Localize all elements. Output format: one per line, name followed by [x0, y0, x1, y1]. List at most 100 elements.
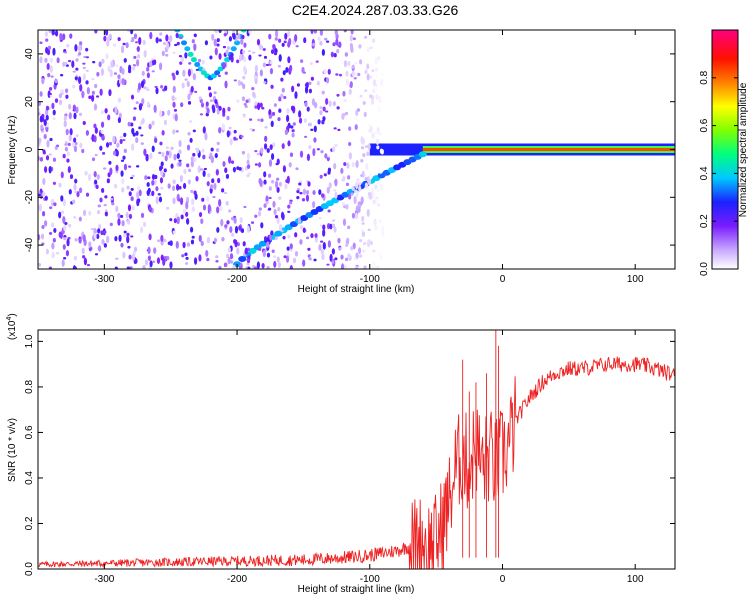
noise-blob	[123, 58, 127, 63]
noise-blob	[206, 236, 211, 244]
noise-blob	[246, 174, 250, 178]
noise-blob	[359, 94, 363, 98]
noise-blob	[186, 218, 190, 225]
noise-blob	[68, 134, 72, 142]
noise-blob	[356, 108, 361, 112]
noise-blob	[132, 65, 136, 71]
noise-blob	[185, 211, 189, 217]
noise-blob	[55, 251, 60, 255]
noise-blob	[378, 95, 382, 103]
noise-blob	[151, 179, 155, 186]
noise-blob	[298, 110, 302, 118]
noise-blob	[237, 33, 241, 40]
noise-blob	[178, 159, 182, 162]
noise-blob	[364, 35, 368, 39]
noise-blob	[54, 98, 59, 103]
noise-blob	[308, 88, 313, 94]
noise-blob	[347, 175, 351, 180]
noise-blob	[41, 77, 45, 85]
noise-blob	[283, 255, 287, 259]
noise-blob	[321, 253, 325, 261]
noise-blob	[332, 146, 336, 153]
noise-blob	[182, 241, 186, 249]
upper-curve-segment	[184, 46, 191, 52]
noise-blob	[121, 68, 125, 75]
noise-blob	[206, 107, 210, 114]
noise-blob	[281, 87, 285, 93]
noise-blob	[52, 181, 56, 185]
noise-blob	[236, 247, 240, 255]
noise-blob	[177, 198, 182, 202]
noise-blob	[73, 183, 77, 191]
noise-blob	[319, 224, 323, 227]
noise-blob	[148, 233, 152, 241]
noise-blob	[66, 151, 70, 157]
noise-blob	[117, 97, 122, 103]
upper-curve-segment	[240, 30, 247, 33]
noise-blob	[86, 87, 90, 95]
noise-blob	[219, 206, 223, 211]
noise-blob	[308, 122, 312, 127]
noise-blob	[352, 37, 356, 41]
converging-line-segment	[238, 255, 247, 262]
noise-blob	[231, 232, 235, 237]
noise-blob	[109, 69, 113, 78]
noise-blob	[51, 242, 55, 250]
x-tick-label: 0	[500, 274, 506, 285]
noise-blob	[44, 57, 48, 63]
noise-blob	[261, 106, 265, 110]
noise-blob	[82, 120, 86, 126]
noise-blob	[214, 47, 218, 56]
noise-blob	[66, 43, 70, 48]
noise-blob	[354, 124, 358, 131]
noise-blob	[216, 226, 220, 233]
noise-blob	[52, 109, 56, 116]
upper-curve-segment	[217, 66, 224, 72]
noise-blob	[369, 125, 373, 133]
noise-blob	[172, 101, 176, 108]
noise-blob	[357, 247, 362, 255]
noise-blob	[200, 168, 204, 171]
noise-blob	[379, 254, 384, 261]
noise-blob	[118, 234, 122, 242]
noise-blob	[93, 103, 98, 111]
noise-blob	[159, 177, 164, 184]
noise-blob	[224, 167, 228, 174]
noise-blob	[287, 210, 291, 214]
noise-blob	[187, 68, 192, 77]
noise-blob	[186, 163, 190, 168]
noise-blob	[60, 89, 64, 94]
noise-blob	[191, 39, 195, 44]
noise-blob	[93, 123, 97, 129]
noise-blob	[312, 148, 316, 157]
noise-blob	[58, 182, 62, 188]
noise-blob	[75, 134, 79, 138]
noise-blob	[356, 178, 360, 182]
noise-blob	[329, 253, 333, 262]
noise-blob	[242, 83, 246, 90]
noise-blob	[206, 257, 210, 262]
noise-blob	[100, 68, 105, 76]
noise-blob	[103, 167, 107, 170]
noise-blob	[214, 99, 218, 104]
noise-blob	[248, 30, 252, 34]
noise-blob	[125, 42, 129, 49]
noise-blob	[214, 30, 218, 34]
noise-blob	[376, 189, 380, 192]
noise-blob	[73, 255, 78, 261]
noise-blob	[157, 239, 161, 243]
noise-blob	[240, 81, 244, 86]
noise-blob	[215, 169, 219, 176]
noise-blob	[166, 256, 170, 261]
noise-blob	[247, 172, 251, 175]
noise-blob	[104, 30, 109, 36]
noise-blob	[95, 184, 99, 190]
noise-blob	[158, 62, 163, 71]
noise-blob	[176, 41, 180, 46]
noise-blob	[246, 152, 251, 160]
noise-blob	[257, 248, 262, 251]
noise-blob	[44, 195, 48, 201]
noise-blob	[85, 47, 89, 52]
noise-blob	[366, 73, 370, 81]
noise-blob	[207, 204, 211, 212]
